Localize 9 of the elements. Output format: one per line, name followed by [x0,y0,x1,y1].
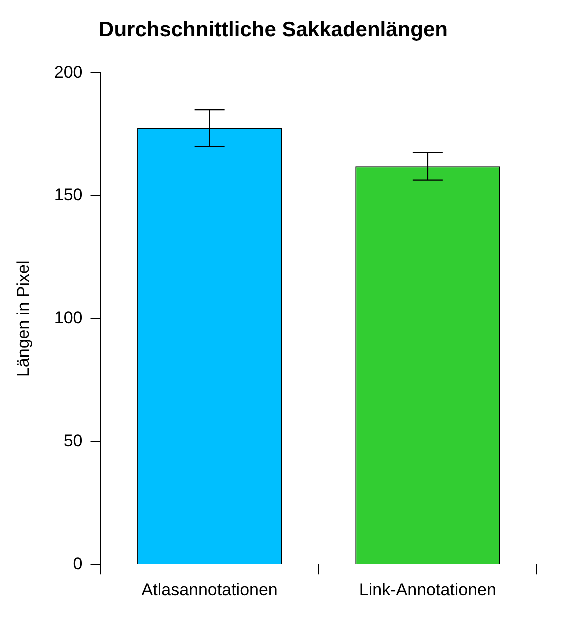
chart-title: Durchschnittliche Sakkadenlängen [99,18,448,42]
y-axis-title: Längen in Pixel [14,260,33,378]
y-tick-label: 150 [54,186,83,205]
y-tick-label: 100 [54,308,83,328]
y-tick-label: 200 [54,62,83,82]
x-tick-label: Link-Annotationen [359,580,496,600]
y-tick-label: 50 [64,431,83,450]
x-tick-label: Atlasannotationen [142,580,278,600]
y-tick-label: 0 [73,554,83,574]
